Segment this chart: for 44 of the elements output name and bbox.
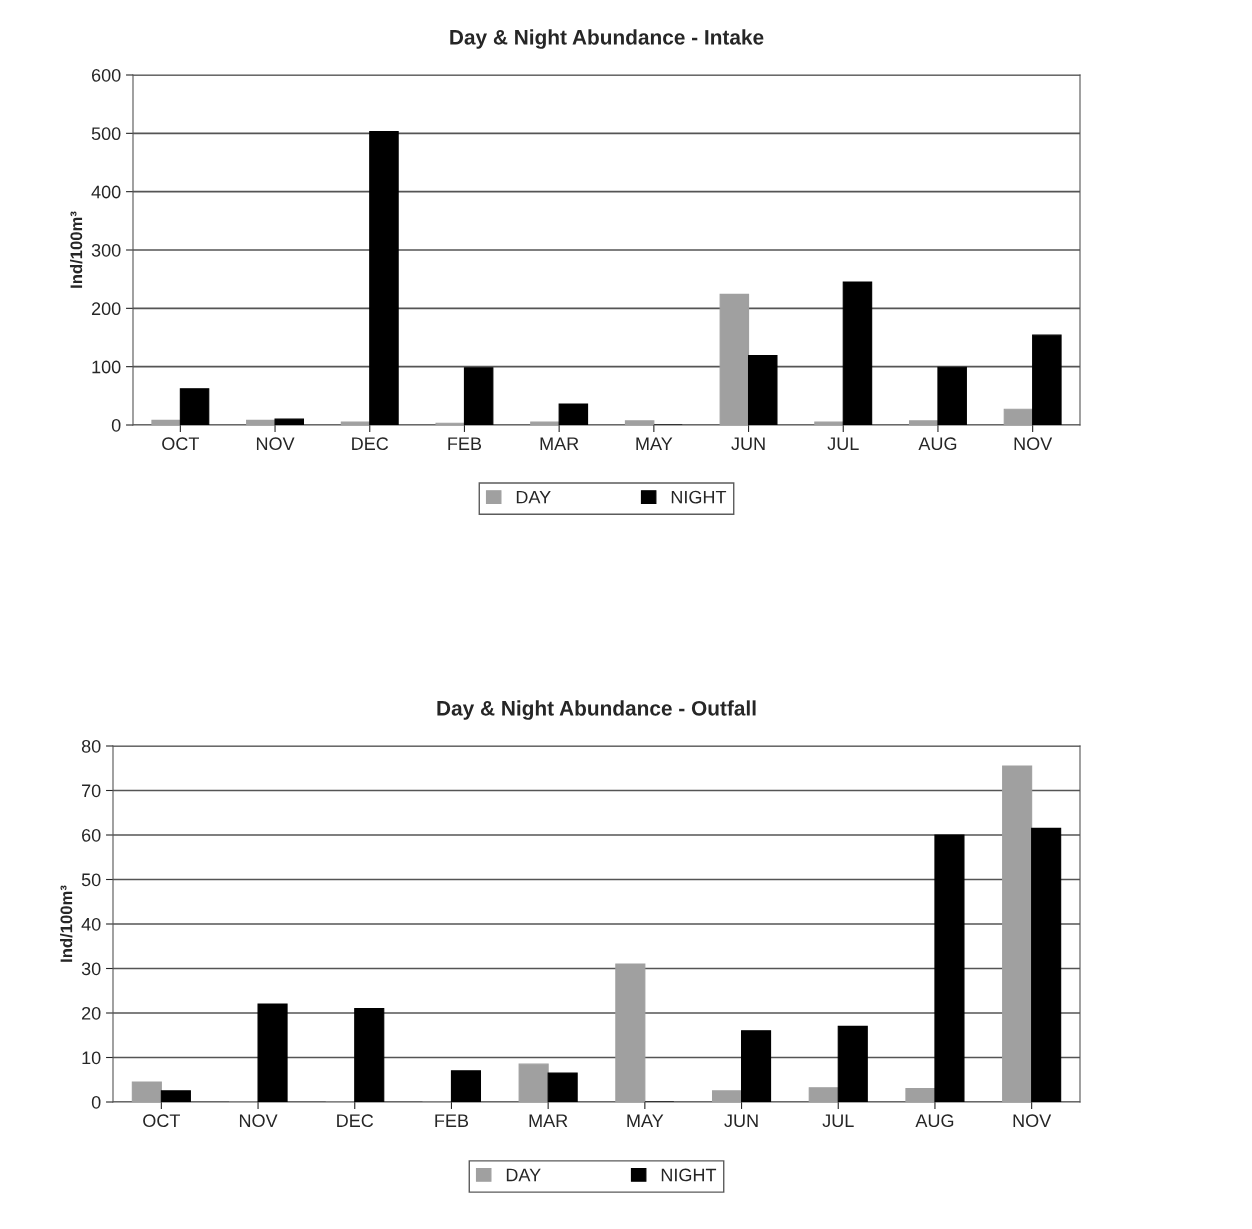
y-tick-label: 0 bbox=[91, 1095, 101, 1109]
x-tick-label: DEC bbox=[337, 1114, 374, 1128]
y-tick-label: 100 bbox=[92, 360, 121, 374]
x-tick-label: JUL bbox=[822, 1114, 854, 1128]
y-tick-label: 300 bbox=[91, 243, 121, 257]
y-tick-label: 200 bbox=[91, 302, 121, 316]
y-tick-label: 40 bbox=[81, 917, 101, 931]
x-tick-label: MAR bbox=[529, 1114, 568, 1127]
y-tick-label: 400 bbox=[91, 185, 121, 199]
y-tick-label: 50 bbox=[81, 873, 101, 887]
y-tick-label: 60 bbox=[82, 828, 101, 842]
x-tick-label: OCT bbox=[162, 437, 199, 451]
legend-label: NIGHT bbox=[661, 1168, 717, 1182]
y-tick-label: 10 bbox=[82, 1051, 101, 1065]
y-tick-label: 500 bbox=[91, 127, 121, 141]
x-tick-label: AUG bbox=[918, 437, 957, 451]
x-tick-label: NOV bbox=[239, 1114, 278, 1128]
x-tick-label: NOV bbox=[1014, 437, 1053, 451]
x-tick-label: NOV bbox=[256, 437, 295, 451]
x-tick-label: MAY bbox=[636, 437, 673, 450]
x-tick-label: DEC bbox=[352, 437, 389, 451]
x-tick-label: AUG bbox=[915, 1114, 954, 1128]
y-tick-label: 80 bbox=[81, 739, 101, 753]
legend-label: DAY bbox=[516, 490, 551, 504]
y-tick-label: 600 bbox=[91, 68, 121, 82]
chart-title: Day & Night Abundance - Outfall bbox=[437, 700, 756, 720]
x-tick-label: NOV bbox=[1013, 1114, 1052, 1128]
x-tick-label: OCT bbox=[143, 1114, 180, 1128]
chart-title: Day & Night Abundance - Intake bbox=[450, 29, 764, 49]
x-tick-label: FEB bbox=[448, 437, 482, 450]
y-tick-label: 0 bbox=[111, 418, 121, 432]
y-tick-label: 30 bbox=[81, 962, 101, 976]
x-tick-label: JUN bbox=[731, 437, 765, 451]
x-tick-label: MAY bbox=[627, 1114, 664, 1127]
y-tick-label: 70 bbox=[82, 784, 101, 798]
x-tick-label: JUN bbox=[724, 1114, 758, 1128]
y-axis-title: Ind/100m³ bbox=[69, 211, 83, 288]
y-axis-title: Ind/100m³ bbox=[60, 885, 73, 962]
y-tick-label: 20 bbox=[82, 1006, 101, 1020]
legend-label: NIGHT bbox=[671, 490, 727, 504]
legend-label: DAY bbox=[506, 1168, 541, 1182]
x-tick-label: MAR bbox=[540, 437, 579, 450]
x-tick-label: FEB bbox=[435, 1114, 469, 1127]
x-tick-label: JUL bbox=[827, 437, 859, 451]
